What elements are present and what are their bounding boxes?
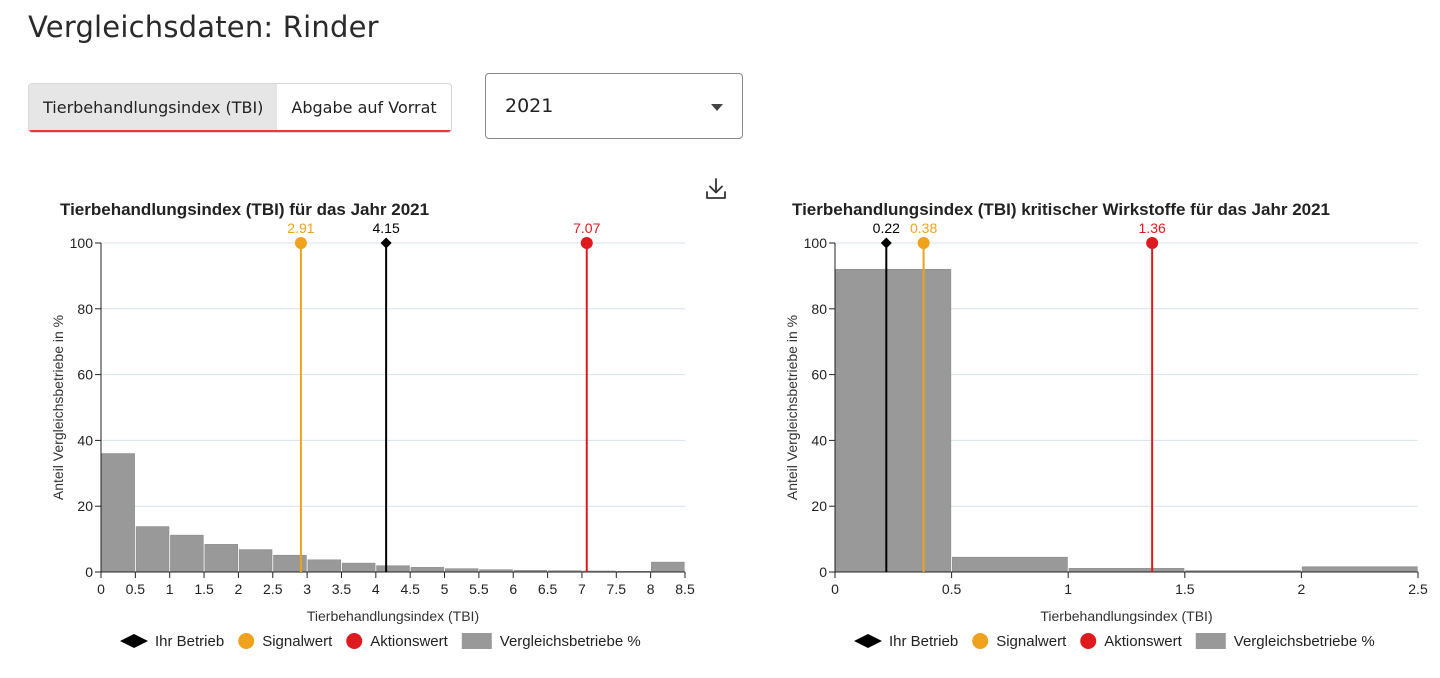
y-tick-label: 0 <box>819 564 827 580</box>
x-tick-label: 8 <box>647 581 655 597</box>
page-title: Vergleichsdaten: Rinder <box>28 10 379 44</box>
legend-diamond-icon <box>120 634 148 648</box>
signal-value-label: 2.91 <box>287 220 314 236</box>
histogram-bar <box>170 534 204 573</box>
x-axis-label: Tierbehandlungsindex (TBI) <box>307 608 479 624</box>
download-icon <box>706 178 726 199</box>
tab-abgabe-auf-vorrat[interactable]: Abgabe auf Vorrat <box>277 84 451 132</box>
x-tick-label: 4.5 <box>400 581 420 597</box>
legend-label: Vergleichsbetriebe % <box>500 633 641 650</box>
chart-tbi: Tierbehandlungsindex (TBI) für das Jahr … <box>50 200 695 650</box>
y-axis-label: Anteil Vergleichsbetriebe in % <box>784 315 800 500</box>
x-tick-label: 1 <box>166 581 174 597</box>
legend-rect-icon <box>461 633 492 649</box>
legend-circle-icon <box>972 633 989 649</box>
legend-rect-icon <box>1195 633 1226 649</box>
y-axis-label: Anteil Vergleichsbetriebe in % <box>50 315 66 500</box>
legend-label: Signalwert <box>262 633 333 650</box>
legend-label: Vergleichsbetriebe % <box>1234 633 1375 650</box>
download-button[interactable] <box>705 177 727 201</box>
own-value-diamond-icon <box>880 237 892 249</box>
tab-tbi[interactable]: Tierbehandlungsindex (TBI) <box>29 84 278 132</box>
histogram-bar <box>101 453 135 573</box>
year-select-value: 2021 <box>505 95 554 117</box>
chart-title: Tierbehandlungsindex (TBI) für das Jahr … <box>60 200 429 219</box>
histogram-bar <box>952 556 1068 573</box>
x-tick-label: 3.5 <box>332 581 352 597</box>
signal-value-circle-icon <box>917 237 930 249</box>
x-tick-label: 8.5 <box>675 581 695 597</box>
legend-circle-icon <box>1080 633 1097 649</box>
y-tick-label: 80 <box>811 301 827 317</box>
chevron-down-icon <box>711 104 723 111</box>
action-value-circle-icon <box>580 237 593 249</box>
chart-title: Tierbehandlungsindex (TBI) kritischer Wi… <box>792 200 1330 219</box>
x-tick-label: 3 <box>303 581 311 597</box>
signal-value-label: 0.38 <box>910 220 937 236</box>
y-tick-label: 20 <box>811 498 827 514</box>
x-tick-label: 0 <box>97 581 105 597</box>
x-tick-label: 6.5 <box>538 581 558 597</box>
y-tick-label: 0 <box>85 564 93 580</box>
legend-diamond-icon <box>854 634 882 648</box>
y-tick-label: 60 <box>77 367 93 383</box>
x-tick-label: 2.5 <box>263 581 283 597</box>
x-tick-label: 7 <box>578 581 586 597</box>
action-value-label: 7.07 <box>573 220 600 236</box>
histogram-bar <box>135 526 170 573</box>
x-tick-label: 0 <box>831 581 839 597</box>
year-select[interactable]: 2021 <box>485 73 743 139</box>
x-tick-label: 5 <box>441 581 449 597</box>
legend-circle-icon <box>346 633 363 649</box>
legend-label: Ihr Betrieb <box>155 633 224 650</box>
y-tick-label: 40 <box>77 432 93 448</box>
legend-label: Ihr Betrieb <box>889 633 958 650</box>
legend-label: Aktionswert <box>370 633 448 650</box>
signal-value-circle-icon <box>294 237 307 249</box>
x-tick-label: 1.5 <box>194 581 214 597</box>
histogram-bar <box>1301 566 1418 573</box>
own-value-label: 0.22 <box>873 220 900 236</box>
y-tick-label: 100 <box>70 235 94 251</box>
legend-label: Aktionswert <box>1104 633 1182 650</box>
histogram-bar <box>835 269 952 573</box>
x-tick-label: 7.5 <box>607 581 627 597</box>
y-tick-label: 60 <box>811 367 827 383</box>
x-axis-label: Tierbehandlungsindex (TBI) <box>1040 608 1212 624</box>
y-tick-label: 100 <box>804 235 828 251</box>
own-value-label: 4.15 <box>373 220 400 236</box>
y-tick-label: 20 <box>77 498 93 514</box>
y-tick-label: 80 <box>77 301 93 317</box>
x-tick-label: 1.5 <box>1175 581 1195 597</box>
x-tick-label: 2 <box>235 581 243 597</box>
legend-label: Signalwert <box>996 633 1067 650</box>
x-tick-label: 4 <box>372 581 380 597</box>
action-value-label: 1.36 <box>1139 220 1166 236</box>
x-tick-label: 5.5 <box>469 581 489 597</box>
x-tick-label: 0.5 <box>126 581 146 597</box>
histogram-bar <box>1068 568 1185 573</box>
own-value-diamond-icon <box>380 237 392 249</box>
x-tick-label: 6 <box>509 581 517 597</box>
y-tick-label: 40 <box>811 432 827 448</box>
x-tick-label: 2 <box>1298 581 1306 597</box>
x-tick-label: 0.5 <box>942 581 962 597</box>
legend-circle-icon <box>238 633 255 649</box>
x-tick-label: 2.5 <box>1408 581 1428 597</box>
tab-bar: Tierbehandlungsindex (TBI) Abgabe auf Vo… <box>28 83 452 133</box>
action-value-circle-icon <box>1146 237 1159 249</box>
x-tick-label: 1 <box>1064 581 1072 597</box>
